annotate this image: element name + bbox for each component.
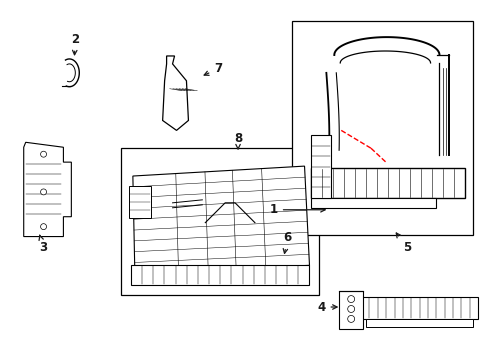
Circle shape	[41, 151, 46, 157]
Text: 8: 8	[233, 132, 242, 149]
Bar	[121, 148, 319, 295]
Circle shape	[41, 224, 46, 230]
Text: 2: 2	[71, 33, 79, 55]
Polygon shape	[133, 166, 309, 273]
Bar	[339, 291, 362, 329]
Bar	[291, 21, 472, 235]
Text: 3: 3	[39, 235, 47, 254]
Text: 5: 5	[395, 233, 410, 254]
Text: 7: 7	[204, 62, 222, 75]
Bar	[129, 186, 150, 218]
Bar	[311, 135, 331, 198]
Bar	[360, 297, 477, 319]
Circle shape	[347, 306, 354, 312]
Circle shape	[347, 296, 354, 302]
Bar	[311, 168, 464, 198]
Bar	[311, 198, 435, 208]
Text: 1: 1	[269, 203, 325, 216]
Polygon shape	[24, 142, 71, 237]
Text: 6: 6	[283, 231, 291, 253]
Text: 4: 4	[317, 301, 336, 314]
Circle shape	[41, 189, 46, 195]
Bar	[131, 265, 309, 285]
Circle shape	[347, 315, 354, 323]
Polygon shape	[163, 56, 188, 130]
Bar	[366, 319, 472, 327]
